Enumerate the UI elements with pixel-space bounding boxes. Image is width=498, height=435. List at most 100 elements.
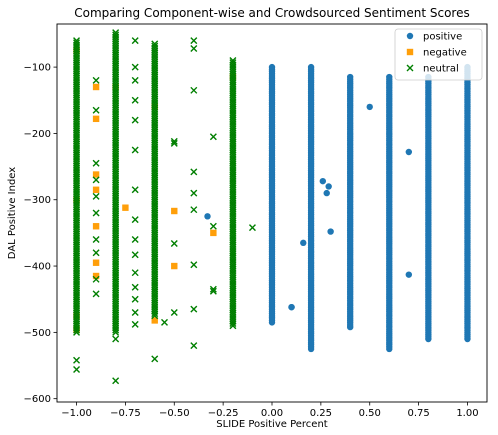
x-tick-label: −0.50 <box>159 408 190 419</box>
neutral-point <box>190 45 198 53</box>
neutral-point <box>170 137 178 145</box>
series-positive <box>204 63 471 353</box>
neutral-point <box>131 216 139 224</box>
x-axis: −1.00 −0.75 −0.50 −0.25 0.00 0.25 0.50 0.75 1.00 <box>61 402 479 419</box>
neutral-point <box>92 236 100 244</box>
positive-point-column <box>346 73 354 331</box>
x-tick-label: −1.00 <box>61 408 92 419</box>
positive-point <box>307 345 315 353</box>
neutral-point <box>131 320 139 328</box>
positive-point <box>405 148 413 156</box>
y-tick-label: −200 <box>24 129 51 140</box>
negative-point <box>210 229 217 237</box>
neutral-point <box>131 308 139 316</box>
y-tick-label: −600 <box>24 394 51 405</box>
neutral-point <box>92 176 100 184</box>
neutral-point <box>112 328 120 336</box>
legend-marker-positive <box>406 32 414 40</box>
positive-point-column <box>425 73 432 343</box>
positive-point <box>268 319 276 326</box>
neutral-point <box>161 318 168 326</box>
negative-point <box>73 196 80 203</box>
neutral-point <box>190 37 198 45</box>
negative-point <box>92 186 100 193</box>
positive-point <box>366 103 373 111</box>
positive-point <box>346 323 354 331</box>
neutral-point <box>131 116 139 124</box>
x-tick-label: 0.50 <box>359 408 381 419</box>
neutral-point <box>92 106 100 114</box>
neutral-point <box>73 366 81 373</box>
neutral-point <box>92 192 100 200</box>
neutral-point <box>131 283 139 291</box>
positive-point <box>386 345 393 353</box>
neutral-point <box>92 249 100 257</box>
neutral-point <box>170 139 178 147</box>
neutral-point <box>229 322 237 330</box>
neutral-point <box>73 328 81 336</box>
neutral-point <box>209 133 217 141</box>
neutral-point <box>248 224 256 232</box>
neutral-point <box>209 285 217 293</box>
neutral-point <box>131 251 139 259</box>
y-tick-label: −400 <box>24 262 51 273</box>
legend-item-neutral: neutral <box>406 64 459 75</box>
neutral-point <box>190 261 198 269</box>
neutral-point <box>229 320 237 328</box>
x-tick-label: 0.25 <box>310 408 332 419</box>
x-tick-label: 0.00 <box>261 408 283 419</box>
positive-point-column <box>307 63 315 353</box>
positive-point <box>327 228 334 235</box>
positive-point <box>204 213 211 220</box>
legend-marker-neutral <box>406 64 414 72</box>
neutral-point <box>92 76 100 84</box>
x-axis-label: SLIDE Positive Percent <box>216 419 328 430</box>
neutral-point <box>131 96 139 104</box>
neutral-point <box>151 355 159 363</box>
x-tick-label: 0.75 <box>407 408 429 419</box>
positive-point <box>425 335 432 343</box>
y-tick-label: −100 <box>24 63 51 74</box>
neutral-point <box>170 308 178 316</box>
neutral-point <box>151 310 159 318</box>
neutral-point <box>131 76 139 84</box>
positive-point-column <box>386 73 393 353</box>
series-neutral <box>73 29 256 385</box>
positive-point <box>405 271 413 278</box>
neutral-point <box>131 63 139 71</box>
neutral-point <box>131 295 139 303</box>
positive-point <box>300 239 307 247</box>
neutral-point <box>112 377 120 385</box>
negative-point <box>151 317 158 324</box>
negative-point <box>92 223 100 230</box>
positive-point-column <box>288 303 295 311</box>
neutral-point-column <box>151 40 159 320</box>
negative-point <box>122 204 129 211</box>
legend-item-positive: positive <box>406 32 462 43</box>
negative-point <box>92 272 100 280</box>
neutral-point <box>190 342 198 350</box>
positive-point <box>288 303 295 311</box>
neutral-point <box>112 335 120 343</box>
neutral-point <box>170 240 178 247</box>
negative-point <box>73 47 80 54</box>
neutral-point <box>209 287 217 295</box>
negative-point <box>92 115 100 123</box>
positive-point <box>325 183 332 190</box>
legend-marker-negative <box>406 48 414 56</box>
neutral-point <box>73 326 81 334</box>
y-axis: −600 −500 −400 −300 −200 −100 <box>24 63 57 405</box>
neutral-point <box>92 275 100 283</box>
neutral-point <box>131 146 139 154</box>
positive-point-column <box>268 63 276 326</box>
neutral-point <box>92 159 100 167</box>
neutral-point <box>209 222 217 230</box>
negative-point <box>171 207 178 215</box>
neutral-point-column <box>229 56 237 330</box>
neutral-point <box>92 209 100 217</box>
neutral-point <box>92 290 100 298</box>
legend-box <box>394 28 483 81</box>
negative-point <box>171 262 178 270</box>
plot-area <box>73 29 471 385</box>
